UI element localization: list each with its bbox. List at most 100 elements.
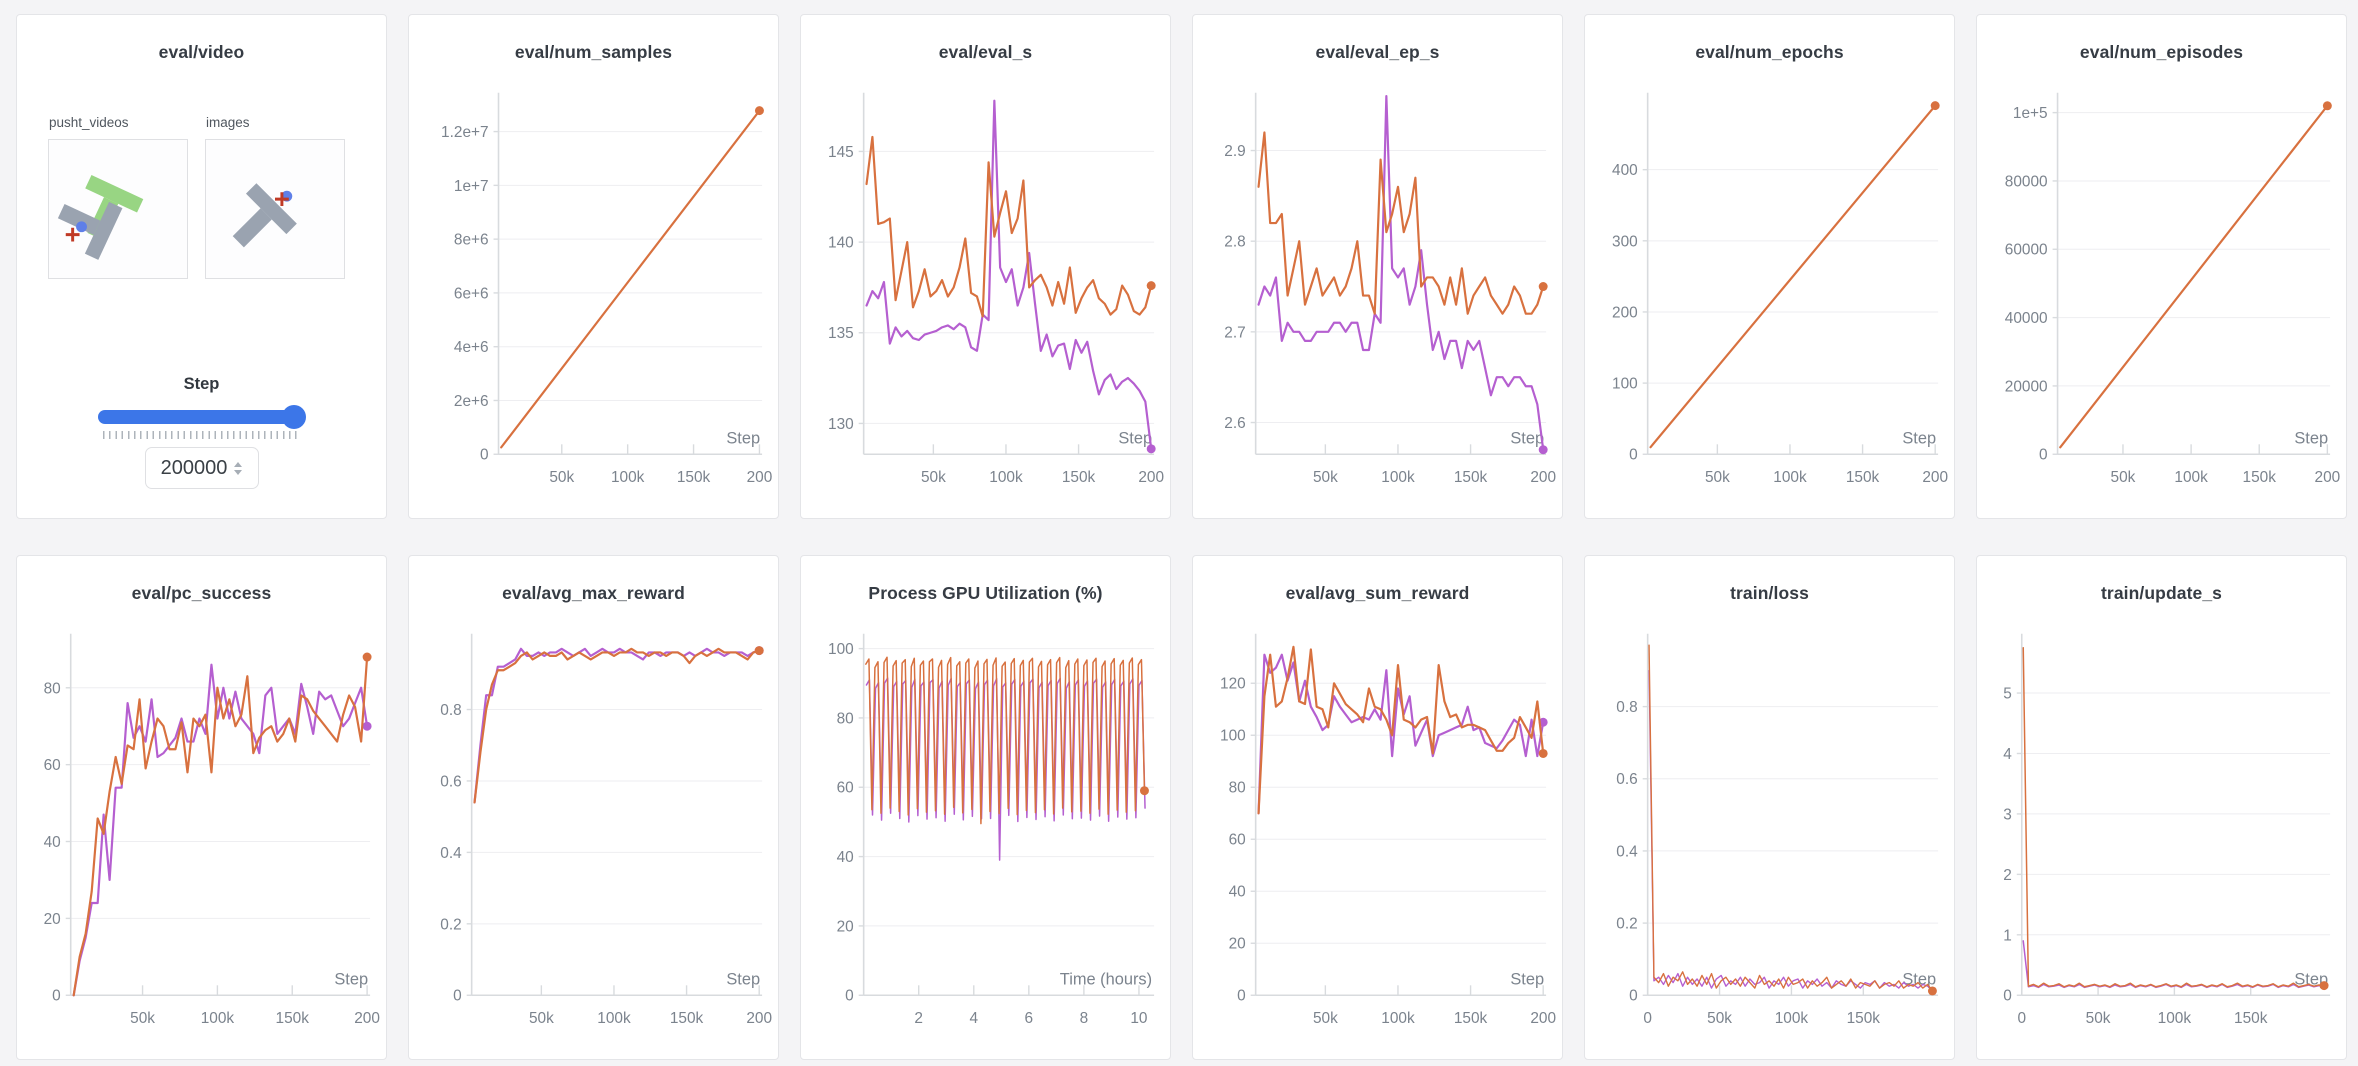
chart-panel-train-loss[interactable]: train/loss 0 0.2 0.4 0.6 0.8 0 50k 100k 150k Step — [1584, 555, 1955, 1060]
y-tick-label: 2.8 — [1224, 234, 1245, 251]
media-item-images[interactable]: images — [205, 115, 345, 279]
series-endpoint-dot-orange-run — [1538, 748, 1548, 758]
chart-plot-eval-num_samples[interactable]: 0 2e+6 4e+6 6e+6 8e+6 1e+7 1.2e+7 50k 100k 150k 20… — [409, 15, 778, 518]
series-endpoint-dot-orange-run — [2319, 981, 2329, 991]
y-tick-label: 20 — [1229, 936, 1246, 953]
y-tick-label: 60 — [1229, 832, 1246, 849]
chart-plot-eval-eval_ep_s[interactable]: 2.6 2.7 2.8 2.9 50k 100k 150k 200 Step — [1193, 15, 1562, 518]
x-tick-label: 10 — [1130, 1010, 1147, 1027]
y-tick-label: 0 — [1629, 988, 1638, 1005]
pusht-video-thumbnail[interactable] — [48, 139, 188, 279]
step-input[interactable]: 200000 — [144, 447, 259, 489]
x-tick-label: 50k — [1313, 1010, 1338, 1027]
step-slider-track[interactable] — [98, 410, 304, 424]
chart-plot-eval-avg_sum_reward[interactable]: 0 20 40 60 80 100 120 50k 100k 150k 200 Step — [1193, 556, 1562, 1059]
goal-cross-icon — [275, 192, 289, 207]
x-tick-label: 150k — [1846, 469, 1880, 486]
series-line-orange-run — [2059, 104, 2329, 449]
x-tick-label: 50k — [1313, 469, 1338, 486]
y-tick-label: 3 — [2003, 806, 2012, 823]
x-tick-label: 200 — [1138, 469, 1164, 486]
series-endpoint-dot-purple-run — [1538, 445, 1548, 455]
tee-object-icon — [232, 183, 297, 248]
chart-panel-eval-avg_max_reward[interactable]: eval/avg_max_reward 0 0.2 0.4 0.6 0.8 50k 100k 1… — [408, 555, 779, 1060]
step-input-spinner — [234, 461, 243, 475]
chart-panel-eval-avg_sum_reward[interactable]: eval/avg_sum_reward 0 20 40 60 80 100 120 50k 100… — [1192, 555, 1563, 1060]
y-tick-label: 0.2 — [440, 916, 461, 933]
chart-panel-eval-pc_success[interactable]: eval/pc_success 0 20 40 60 80 50k 100k 150k 200 St… — [16, 555, 387, 1060]
x-tick-label: 150k — [677, 469, 711, 486]
x-tick-label: 200 — [747, 469, 773, 486]
x-tick-label: 200 — [746, 1010, 772, 1027]
y-tick-label: 0.8 — [440, 702, 461, 719]
y-tick-label: 300 — [1612, 233, 1638, 250]
y-tick-label: 80 — [837, 710, 854, 727]
x-tick-label: 200 — [354, 1010, 380, 1027]
y-tick-label: 130 — [828, 416, 854, 433]
x-tick-label: 150k — [1062, 469, 1096, 486]
series-endpoint-dot-orange-run — [2322, 101, 2332, 111]
series-line-orange-run — [500, 109, 761, 449]
x-tick-label: 200 — [1530, 469, 1556, 486]
x-axis-label: Time (hours) — [1060, 970, 1152, 988]
chart-title: eval/eval_s — [938, 42, 1033, 62]
series-endpoint-dot-purple-run — [1146, 444, 1156, 454]
chart-plot-eval-num_episodes[interactable]: 0 20000 40000 60000 80000 1e+5 50k 100k 150k 200 S… — [1977, 15, 2346, 518]
x-tick-label: 50k — [1707, 1010, 1732, 1027]
x-tick-label: 100k — [1381, 1010, 1415, 1027]
x-axis-label: Step — [726, 970, 760, 988]
y-tick-label: 40 — [44, 834, 61, 851]
agent-dot-icon — [76, 221, 87, 233]
media-item-pusht-videos[interactable]: pusht_videos — [48, 115, 188, 279]
media-panel-eval-video[interactable]: eval/video pusht_videos — [16, 14, 387, 519]
y-tick-label: 2.6 — [1224, 415, 1245, 432]
y-tick-label: 80 — [44, 680, 61, 697]
chart-plot-eval-eval_s[interactable]: 130 135 140 145 50k 100k 150k 200 Step — [801, 15, 1170, 518]
chart-title: eval/num_epochs — [1695, 42, 1844, 62]
chart-panel-eval-num_samples[interactable]: eval/num_samples 0 2e+6 4e+6 6e+6 8e+6 1e+7 1.2… — [408, 14, 779, 519]
y-tick-label: 20 — [837, 918, 854, 935]
chart-panel-eval-eval_ep_s[interactable]: eval/eval_ep_s 2.6 2.7 2.8 2.9 50k 100k 150k 200… — [1192, 14, 1563, 519]
y-tick-label: 0.4 — [1616, 843, 1638, 860]
series-line-purple-run — [865, 99, 1153, 450]
step-slider-handle[interactable] — [282, 405, 306, 429]
chart-panel-train-update_s[interactable]: train/update_s 0 1 2 3 4 5 0 50k 100k 150k Step — [1976, 555, 2347, 1060]
step-decrement-icon[interactable] — [234, 469, 243, 475]
step-slider[interactable] — [98, 405, 306, 429]
chart-title: eval/pc_success — [131, 583, 272, 603]
y-tick-label: 0.8 — [1616, 699, 1637, 716]
series-line-purple-run — [1257, 94, 1545, 451]
chart-plot-eval-pc_success[interactable]: 0 20 40 60 80 50k 100k 150k 200 Step — [17, 556, 386, 1059]
chart-panel-process-gpu-utilization[interactable]: Process GPU Utilization (%) 0 20 40 60 80 100 2… — [800, 555, 1171, 1060]
chart-title: eval/avg_max_reward — [502, 583, 685, 603]
chart-plot-eval-avg_max_reward[interactable]: 0 0.2 0.4 0.6 0.8 50k 100k 150k 200 Step — [409, 556, 778, 1059]
y-tick-label: 20 — [44, 911, 61, 928]
media-item-label: images — [206, 115, 250, 130]
chart-plot-train-update_s[interactable]: 0 1 2 3 4 5 0 50k 100k 150k Step — [1977, 556, 2346, 1059]
y-tick-label: 0 — [2003, 988, 2012, 1005]
x-tick-label: 150k — [1454, 469, 1488, 486]
chart-panel-eval-num_epochs[interactable]: eval/num_epochs 0 100 200 300 400 50k 100k 150k 2… — [1584, 14, 1955, 519]
x-tick-label: 50k — [1705, 469, 1730, 486]
y-tick-label: 6e+6 — [454, 285, 489, 302]
chart-panel-eval-eval_s[interactable]: eval/eval_s 130 135 140 145 50k 100k 150k 200 Ste… — [800, 14, 1171, 519]
series-line-purple-run — [1257, 653, 1545, 815]
y-tick-label: 135 — [828, 325, 854, 342]
x-tick-label: 0 — [2017, 1010, 2026, 1027]
images-thumbnail[interactable] — [205, 139, 345, 279]
series-line-orange-run — [1649, 104, 1937, 449]
y-tick-label: 0 — [52, 988, 61, 1005]
x-tick-label: 50k — [921, 469, 946, 486]
chart-title: eval/avg_sum_reward — [1285, 583, 1470, 603]
x-axis-label: Step — [1902, 429, 1936, 447]
series-endpoint-dot-orange-run — [1927, 986, 1937, 996]
y-tick-label: 40 — [837, 849, 854, 866]
step-increment-icon[interactable] — [234, 461, 243, 467]
x-tick-label: 4 — [969, 1010, 978, 1027]
chart-plot-process-gpu-utilization[interactable]: 0 20 40 60 80 100 2 4 6 8 10 Time (hours) — [801, 556, 1170, 1059]
y-tick-label: 1 — [2003, 927, 2012, 944]
chart-plot-eval-num_epochs[interactable]: 0 100 200 300 400 50k 100k 150k 200 Step — [1585, 15, 1954, 518]
chart-panel-eval-num_episodes[interactable]: eval/num_episodes 0 20000 40000 60000 80000 1e… — [1976, 14, 2347, 519]
y-tick-label: 60 — [837, 780, 854, 797]
